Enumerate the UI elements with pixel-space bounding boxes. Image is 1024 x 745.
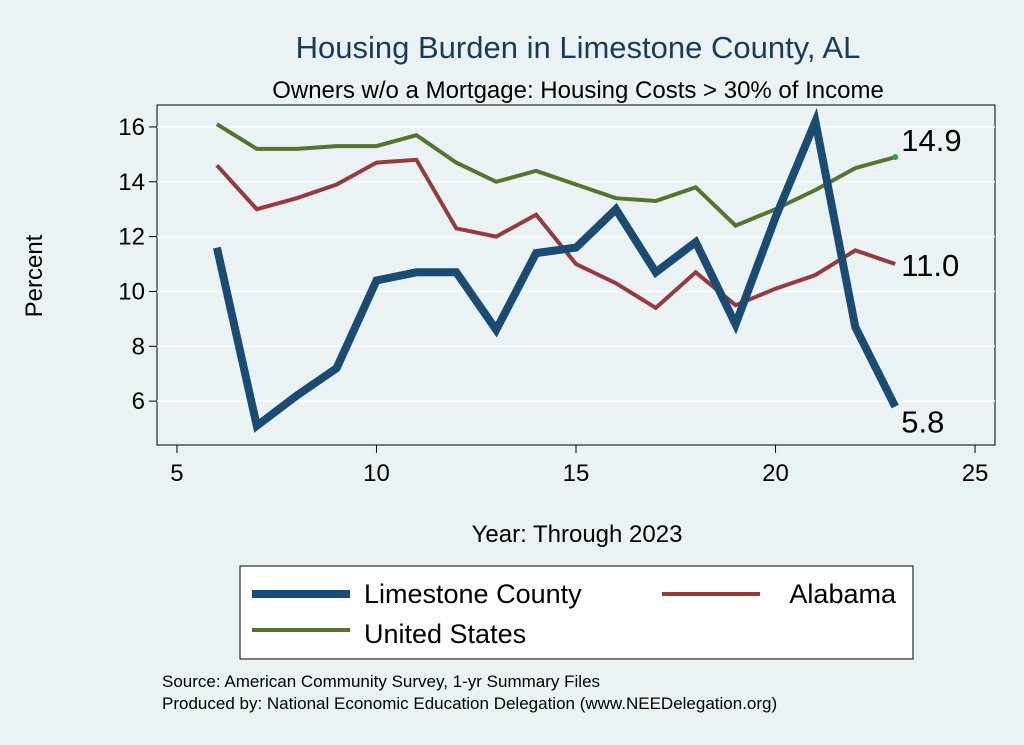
y-tick-label: 10 xyxy=(118,278,145,305)
y-tick-label: 6 xyxy=(132,388,145,415)
y-tick-label: 16 xyxy=(118,114,145,141)
y-tick-label: 14 xyxy=(118,169,145,196)
axes: 6 8 10 12 14 16 5 10 15 20 25 xyxy=(118,114,988,487)
x-tick-label: 5 xyxy=(170,460,183,487)
y-axis-title: Percent xyxy=(21,234,48,317)
legend: Limestone County Alabama United States xyxy=(239,565,914,660)
end-label-alabama: 11.0 xyxy=(901,248,959,283)
legend-box xyxy=(239,565,914,660)
producer-note: Produced by: National Economic Education… xyxy=(162,694,777,713)
plot-area xyxy=(156,104,996,446)
legend-label-limestone-county: Limestone County xyxy=(364,579,582,609)
end-labels: 5.8 11.0 14.9 xyxy=(892,123,962,440)
legend-label-alabama: Alabama xyxy=(789,579,897,609)
legend-label-united-states: United States xyxy=(364,619,526,649)
series-line-alabama xyxy=(215,157,896,311)
end-label-limestone-county: 5.8 xyxy=(901,405,944,440)
series-line-limestone-county xyxy=(212,107,899,433)
x-tick-label: 10 xyxy=(363,460,390,487)
chart-title: Housing Burden in Limestone County, AL xyxy=(296,30,861,65)
chart-subtitle: Owners w/o a Mortgage: Housing Costs > 3… xyxy=(272,77,884,104)
series-lines xyxy=(212,107,899,433)
gridlines xyxy=(157,126,995,402)
x-tick-label: 15 xyxy=(563,460,590,487)
x-tick-label: 20 xyxy=(762,460,789,487)
end-point-marker xyxy=(892,154,899,161)
x-tick-label: 25 xyxy=(962,460,989,487)
end-label-united-states: 14.9 xyxy=(901,123,961,158)
source-note: Source: American Community Survey, 1-yr … xyxy=(162,672,600,691)
x-axis-title: Year: Through 2023 xyxy=(472,521,683,548)
y-tick-label: 8 xyxy=(132,333,145,360)
y-tick-label: 12 xyxy=(118,224,145,251)
